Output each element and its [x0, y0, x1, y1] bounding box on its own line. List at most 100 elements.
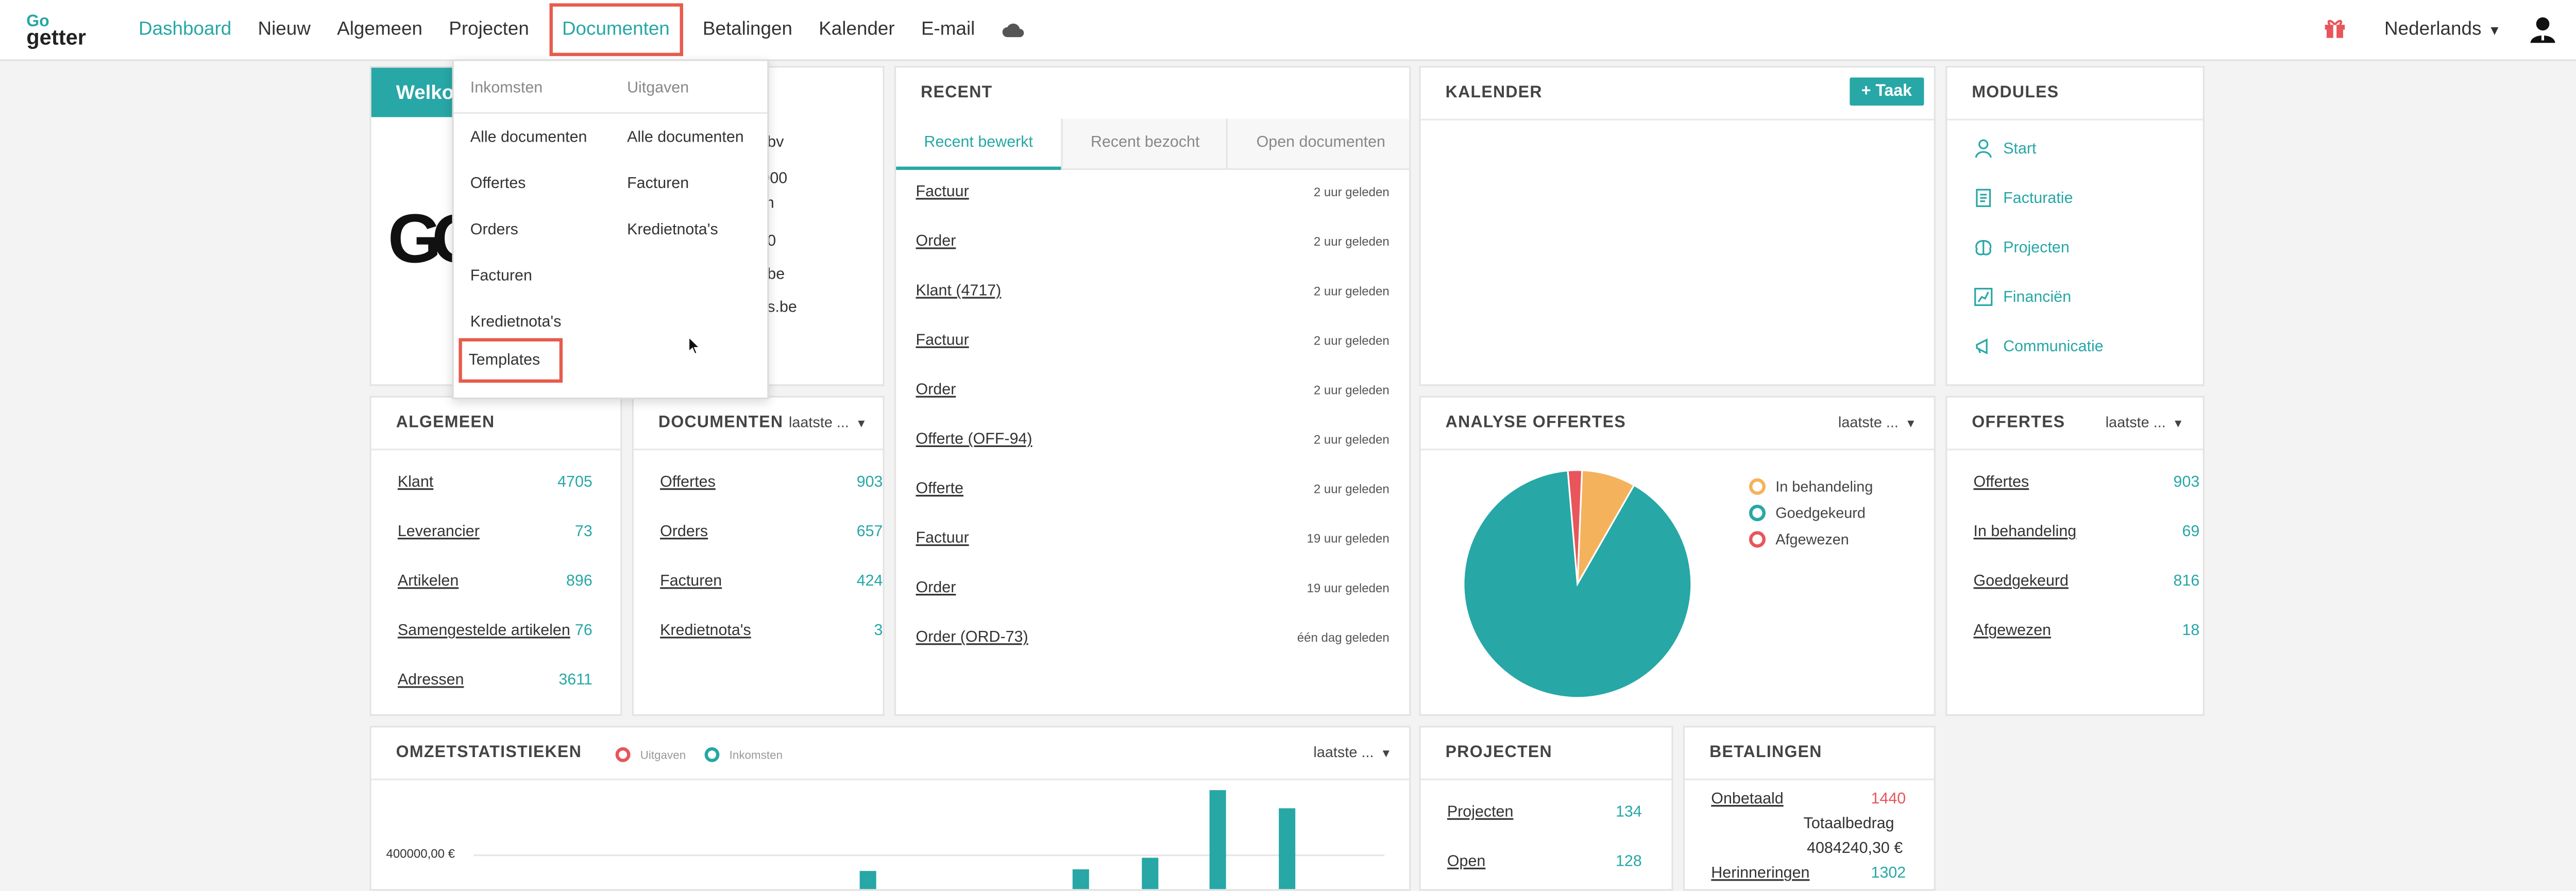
- nav-projecten[interactable]: Projecten: [449, 20, 529, 40]
- projecten-row-label[interactable]: Projecten: [1447, 803, 1514, 821]
- recent-row[interactable]: Factuur 19 uur geleden: [916, 529, 1389, 547]
- recent-row[interactable]: Order 2 uur geleden: [916, 381, 1389, 399]
- tab-recent-bezocht[interactable]: Recent bezocht: [1061, 118, 1228, 168]
- recent-row-label[interactable]: Order: [916, 381, 956, 400]
- totaalbedrag-value: 4084240,30 €: [1807, 839, 1903, 858]
- dropdown-inkomsten-item[interactable]: Offertes: [470, 175, 526, 193]
- recent-row-label[interactable]: Offerte (OFF-94): [916, 430, 1032, 449]
- gogetter-logo[interactable]: Go getter: [26, 14, 86, 48]
- recent-row[interactable]: Factuur 2 uur geleden: [916, 183, 1389, 201]
- recent-row[interactable]: Order (ORD-73) één dag geleden: [916, 628, 1389, 646]
- inkomsten-bar[interactable]: [1279, 808, 1296, 889]
- dropdown-inkomsten-item[interactable]: Kredietnota's: [470, 313, 562, 332]
- recent-row[interactable]: Order 2 uur geleden: [916, 233, 1389, 251]
- recent-row-label[interactable]: Order: [916, 232, 956, 251]
- dropdown-inkomsten-item[interactable]: Orders: [470, 221, 518, 239]
- offertes-period-select[interactable]: laatste ... ▼: [2106, 414, 2184, 431]
- algemeen-row-value: 3611: [558, 671, 592, 690]
- nav-nieuw[interactable]: Nieuw: [258, 20, 311, 40]
- omzet-period-select[interactable]: laatste ... ▼: [1313, 744, 1392, 760]
- recent-row[interactable]: Klant (4717) 2 uur geleden: [916, 282, 1389, 300]
- chart-icon: [1974, 287, 1993, 306]
- documenten-row-label[interactable]: Facturen: [660, 572, 722, 591]
- dropdown-uitgaven-item[interactable]: Alle documenten: [627, 128, 744, 147]
- offertes-row[interactable]: Offertes 903: [1973, 473, 2200, 492]
- offertes-row-label[interactable]: In behandeling: [1973, 523, 2077, 541]
- recent-row[interactable]: Factuur 2 uur geleden: [916, 332, 1389, 350]
- legend-inkomsten[interactable]: Inkomsten: [704, 747, 783, 762]
- recent-row-label[interactable]: Order: [916, 579, 956, 597]
- nav-kalender[interactable]: Kalender: [819, 20, 895, 40]
- algemeen-row-label[interactable]: Klant: [397, 473, 434, 492]
- tab-recent-bewerkt[interactable]: Recent bewerkt: [896, 118, 1061, 170]
- inkomsten-bar[interactable]: [1209, 790, 1226, 889]
- offertes-row[interactable]: Afgewezen 18: [1973, 622, 2200, 640]
- language-select[interactable]: Nederlands ▼: [2384, 0, 2501, 59]
- documenten-row-label[interactable]: Kredietnota's: [660, 622, 751, 640]
- offertes-row-label[interactable]: Offertes: [1973, 473, 2029, 492]
- nav-email[interactable]: E-mail: [921, 20, 975, 40]
- legend-uitgaven[interactable]: Uitgaven: [615, 747, 686, 762]
- documenten-row-value: 657: [856, 523, 883, 541]
- nav-algemeen[interactable]: Algemeen: [337, 20, 423, 40]
- dropdown-inkomsten-item[interactable]: Alle documenten: [470, 128, 587, 147]
- modules-title: MODULES: [1972, 84, 2059, 102]
- documenten-row[interactable]: Offertes 903: [660, 473, 883, 492]
- user-avatar-icon[interactable]: [2528, 15, 2558, 45]
- inkomsten-bar[interactable]: [1072, 869, 1089, 889]
- recent-row-label[interactable]: Factuur: [916, 331, 969, 350]
- pie-slice-in-behandeling[interactable]: [1577, 469, 1635, 585]
- nav-documenten[interactable]: Documenten: [546, 0, 686, 59]
- dropdown-uitgaven-item[interactable]: Facturen: [627, 175, 689, 193]
- analyse-period-select[interactable]: laatste ... ▼: [1838, 414, 1917, 431]
- algemeen-row[interactable]: Samengestelde artikelen 76: [397, 622, 592, 640]
- recent-row-label[interactable]: Offerte: [916, 480, 964, 499]
- pie-slice-goedgekeurd[interactable]: [1463, 469, 1692, 699]
- algemeen-row-label[interactable]: Samengestelde artikelen: [397, 622, 570, 640]
- nav-betalingen[interactable]: Betalingen: [702, 20, 792, 40]
- recent-row-label[interactable]: Factuur: [916, 183, 969, 201]
- recent-card: RECENT Recent bewerkt Recent bezocht Ope…: [894, 66, 1411, 716]
- recent-row[interactable]: Offerte 2 uur geleden: [916, 480, 1389, 498]
- offertes-row-label[interactable]: Goedgekeurd: [1973, 572, 2069, 591]
- inkomsten-bar[interactable]: [859, 871, 876, 889]
- dropdown-item-templates[interactable]: Templates: [459, 338, 564, 383]
- cloud-icon[interactable]: [988, 18, 1038, 42]
- documenten-row-label[interactable]: Offertes: [660, 473, 716, 492]
- documenten-row[interactable]: Facturen 424: [660, 572, 883, 591]
- recent-row-label[interactable]: Order (ORD-73): [916, 628, 1028, 647]
- herinneringen-row[interactable]: Herinneringen: [1711, 864, 1809, 882]
- offertes-row[interactable]: In behandeling 69: [1973, 523, 2200, 541]
- inkomsten-bar[interactable]: [1142, 858, 1159, 889]
- documenten-period-select[interactable]: laatste ... ▼: [789, 414, 867, 431]
- nav-dashboard[interactable]: Dashboard: [139, 20, 232, 40]
- onbetaald-value: 1440: [1871, 790, 1906, 809]
- algemeen-row[interactable]: Klant 4705: [397, 473, 592, 492]
- offertes-row-label[interactable]: Afgewezen: [1973, 622, 2052, 640]
- recent-row[interactable]: Order 19 uur geleden: [916, 579, 1389, 597]
- algemeen-row[interactable]: Artikelen 896: [397, 572, 592, 591]
- algemeen-row-label[interactable]: Leverancier: [397, 523, 480, 541]
- algemeen-row-label[interactable]: Adressen: [397, 671, 464, 690]
- documenten-row-label[interactable]: Orders: [660, 523, 708, 541]
- algemeen-row-label[interactable]: Artikelen: [397, 572, 459, 591]
- gift-icon[interactable]: [2324, 16, 2347, 40]
- pie-slice-afgewezen[interactable]: [1567, 469, 1583, 584]
- dropdown-uitgaven-item[interactable]: Kredietnota's: [627, 221, 718, 239]
- algemeen-row[interactable]: Leverancier 73: [397, 523, 592, 541]
- documenten-row[interactable]: Kredietnota's 3: [660, 622, 883, 640]
- projecten-row[interactable]: Projecten 134: [1447, 803, 1642, 821]
- onbetaald-row[interactable]: Onbetaald: [1711, 790, 1783, 808]
- recent-row-label[interactable]: Factuur: [916, 529, 969, 548]
- algemeen-row[interactable]: Adressen 3611: [397, 671, 592, 690]
- projecten-row-label[interactable]: Open: [1447, 852, 1486, 871]
- select-label: laatste ...: [2105, 414, 2166, 431]
- recent-row[interactable]: Offerte (OFF-94) 2 uur geleden: [916, 431, 1389, 449]
- projecten-row[interactable]: Open 128: [1447, 852, 1642, 871]
- add-task-button[interactable]: + Taak: [1850, 77, 1924, 106]
- documenten-row[interactable]: Orders 657: [660, 523, 883, 541]
- dropdown-inkomsten-item[interactable]: Facturen: [470, 267, 532, 286]
- recent-row-label[interactable]: Klant (4717): [916, 282, 1002, 300]
- offertes-row[interactable]: Goedgekeurd 816: [1973, 572, 2200, 591]
- tab-open-documenten[interactable]: Open documenten: [1226, 118, 1410, 168]
